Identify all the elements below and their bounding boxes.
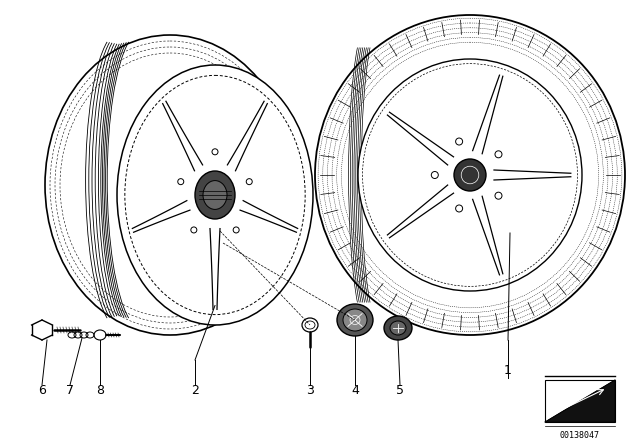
Polygon shape bbox=[545, 380, 615, 422]
Ellipse shape bbox=[456, 138, 463, 145]
Ellipse shape bbox=[456, 205, 463, 212]
Ellipse shape bbox=[343, 309, 367, 331]
Text: 3: 3 bbox=[306, 383, 314, 396]
Ellipse shape bbox=[390, 321, 406, 335]
Text: 2: 2 bbox=[191, 383, 199, 396]
Text: 8: 8 bbox=[96, 383, 104, 396]
Ellipse shape bbox=[495, 192, 502, 199]
Text: 5: 5 bbox=[396, 383, 404, 396]
Text: 7: 7 bbox=[66, 383, 74, 396]
Text: 00138047: 00138047 bbox=[560, 431, 600, 440]
Ellipse shape bbox=[454, 159, 486, 191]
Ellipse shape bbox=[431, 172, 438, 178]
Text: 1: 1 bbox=[504, 363, 512, 376]
Ellipse shape bbox=[384, 316, 412, 340]
Ellipse shape bbox=[461, 166, 479, 184]
Text: 4: 4 bbox=[351, 383, 359, 396]
Ellipse shape bbox=[195, 171, 235, 219]
Ellipse shape bbox=[302, 318, 318, 332]
Ellipse shape bbox=[203, 181, 227, 209]
Ellipse shape bbox=[315, 15, 625, 335]
Text: 6: 6 bbox=[38, 383, 46, 396]
Ellipse shape bbox=[246, 179, 252, 185]
Ellipse shape bbox=[337, 304, 373, 336]
Ellipse shape bbox=[358, 59, 582, 291]
Ellipse shape bbox=[191, 227, 197, 233]
Ellipse shape bbox=[233, 227, 239, 233]
Ellipse shape bbox=[117, 65, 313, 325]
Ellipse shape bbox=[178, 179, 184, 185]
Ellipse shape bbox=[212, 149, 218, 155]
Ellipse shape bbox=[45, 35, 295, 335]
Bar bbox=[545, 380, 615, 422]
Ellipse shape bbox=[495, 151, 502, 158]
